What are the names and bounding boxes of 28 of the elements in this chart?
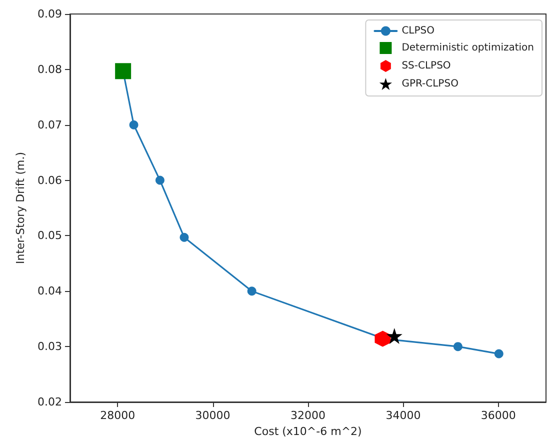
y-tick-label: 0.09 xyxy=(38,8,62,20)
point xyxy=(180,232,189,242)
legend-label: GPR-CLPSO xyxy=(402,78,459,90)
x-tick-label: 34000 xyxy=(386,409,421,422)
x-tick-label: 32000 xyxy=(290,409,326,422)
legend-label: CLPSO xyxy=(402,26,435,36)
y-tick-label: 0.06 xyxy=(38,174,62,187)
y-tick-label: 0.07 xyxy=(38,118,62,132)
point xyxy=(247,286,256,296)
y-tick-label: 0.08 xyxy=(38,62,62,76)
point xyxy=(386,328,402,344)
y-axis-title: Inter-Story Drift (m.) xyxy=(14,152,27,264)
y-tick-label: 0.03 xyxy=(38,340,62,354)
legend-label: SS-CLPSO xyxy=(402,60,451,72)
y-tick-label: 0.02 xyxy=(38,396,62,408)
point xyxy=(155,176,164,185)
point xyxy=(494,349,504,358)
y-tick-label: 0.05 xyxy=(38,229,62,242)
point xyxy=(129,120,138,130)
point xyxy=(115,63,132,80)
x-tick-label: 36000 xyxy=(480,409,516,422)
x-tick-label: 28000 xyxy=(100,409,136,422)
legend-label: Deterministic optimization xyxy=(402,42,534,54)
point xyxy=(453,342,462,352)
y-tick-label: 0.04 xyxy=(38,284,62,298)
x-tick-label: 30000 xyxy=(195,409,230,422)
x-axis-title: Cost (x10^-6 m^2) xyxy=(254,425,362,438)
point xyxy=(374,330,391,347)
